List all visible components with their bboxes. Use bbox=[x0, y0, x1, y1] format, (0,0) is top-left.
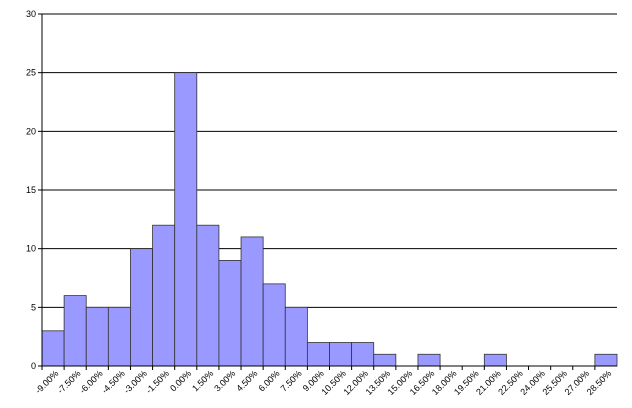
bar bbox=[41, 330, 65, 367]
y-tick-label: 10 bbox=[26, 244, 36, 254]
y-tick-label: 20 bbox=[26, 126, 36, 136]
bar bbox=[417, 353, 441, 367]
y-tick-label: 5 bbox=[31, 302, 36, 312]
x-tick-label: -4.50% bbox=[100, 368, 127, 395]
bar bbox=[240, 236, 264, 367]
y-tick-label: 15 bbox=[26, 185, 36, 195]
bar bbox=[351, 342, 375, 367]
bar bbox=[373, 353, 397, 367]
bar bbox=[107, 306, 131, 367]
bar bbox=[483, 353, 507, 367]
y-tick-label: 0 bbox=[31, 361, 36, 371]
bar bbox=[594, 353, 618, 367]
x-tick-label: 1.50% bbox=[190, 368, 215, 393]
bar bbox=[329, 342, 353, 367]
bar bbox=[85, 306, 109, 367]
bar bbox=[218, 259, 242, 367]
bar bbox=[262, 283, 286, 367]
bar bbox=[306, 342, 330, 367]
x-tick-label: -3.00% bbox=[122, 368, 149, 395]
bar bbox=[284, 306, 308, 367]
bar bbox=[196, 224, 220, 367]
x-tick-label: 3.00% bbox=[212, 368, 237, 393]
x-tick-label: -7.50% bbox=[55, 368, 82, 395]
x-tick-label: -9.00% bbox=[33, 368, 60, 395]
x-tick-label: 7.50% bbox=[279, 368, 304, 393]
x-tick-label: 4.50% bbox=[234, 368, 259, 393]
x-tick-label: 28.50% bbox=[585, 368, 614, 397]
x-tick-label: 0.00% bbox=[168, 368, 193, 393]
y-tick-label: 30 bbox=[26, 9, 36, 19]
y-tick-label: 25 bbox=[26, 68, 36, 78]
x-tick-label: 6.00% bbox=[257, 368, 282, 393]
bar bbox=[152, 224, 176, 367]
bar bbox=[174, 72, 198, 367]
x-tick-label: -1.50% bbox=[144, 368, 171, 395]
bar bbox=[63, 295, 87, 367]
x-tick-label: -6.00% bbox=[77, 368, 104, 395]
bar bbox=[130, 248, 153, 367]
